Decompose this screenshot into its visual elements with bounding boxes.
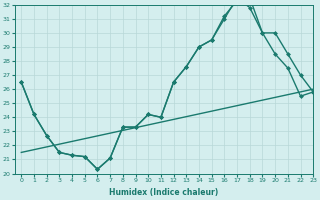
X-axis label: Humidex (Indice chaleur): Humidex (Indice chaleur) xyxy=(109,188,219,197)
